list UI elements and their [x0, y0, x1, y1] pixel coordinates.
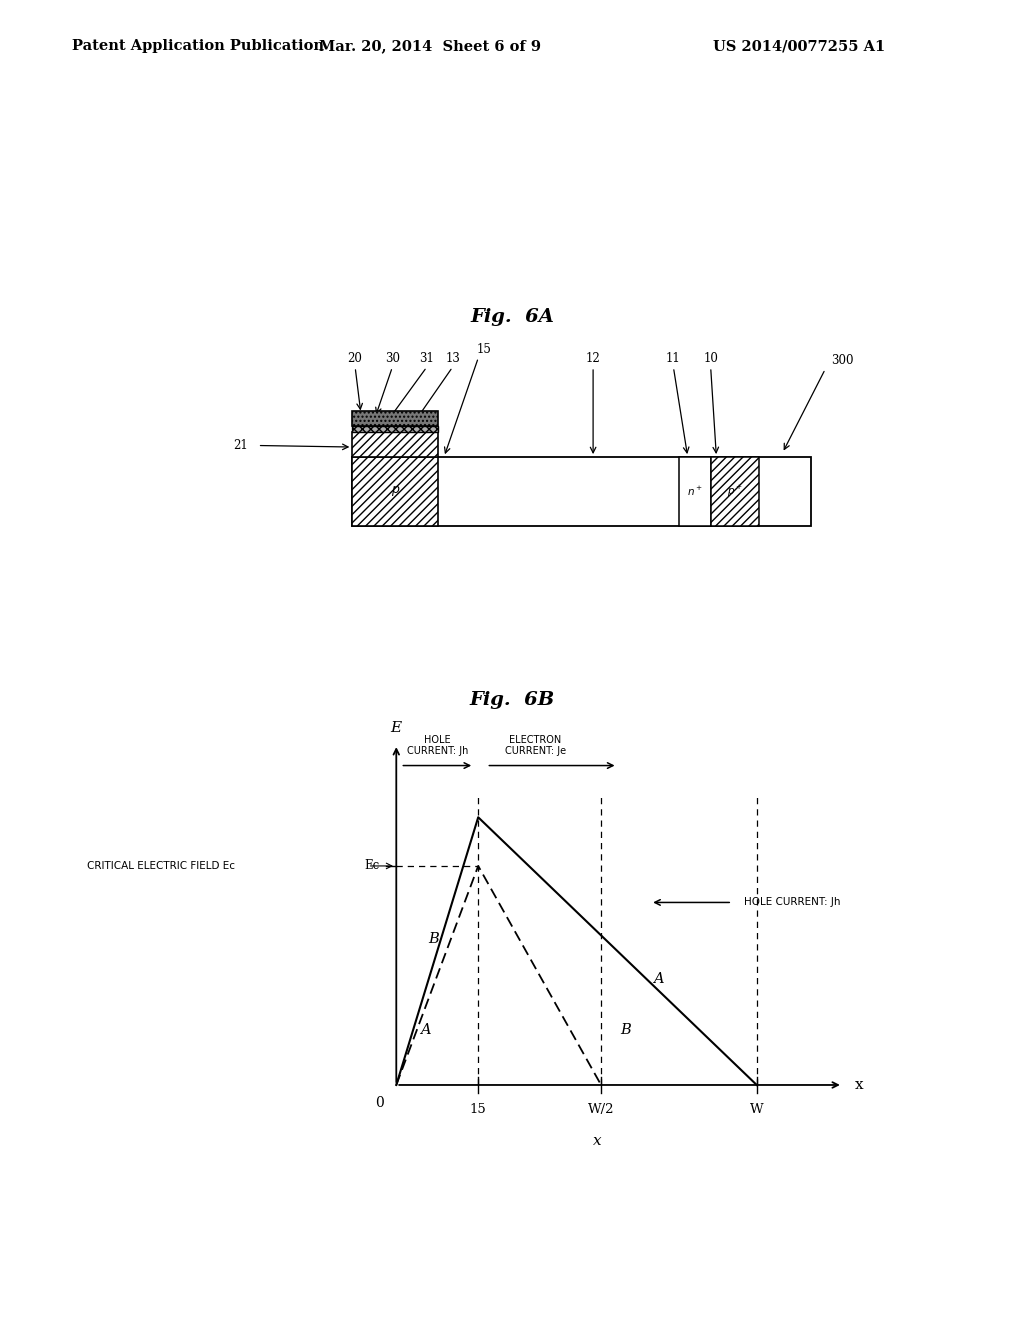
- Text: W/2: W/2: [588, 1104, 614, 1117]
- Text: HOLE CURRENT: Jh: HOLE CURRENT: Jh: [744, 898, 841, 907]
- Text: Mar. 20, 2014  Sheet 6 of 9: Mar. 20, 2014 Sheet 6 of 9: [319, 40, 541, 53]
- Text: Fig.  6A: Fig. 6A: [470, 308, 554, 326]
- Bar: [711, 457, 760, 525]
- Bar: [679, 457, 711, 525]
- Text: 300: 300: [831, 354, 854, 367]
- Text: B: B: [428, 932, 438, 946]
- Bar: [352, 432, 438, 457]
- Text: A: A: [653, 972, 664, 986]
- Bar: [352, 457, 438, 525]
- Text: x: x: [855, 1078, 863, 1092]
- Text: 15: 15: [477, 343, 492, 355]
- Text: 31: 31: [420, 352, 434, 366]
- Bar: [352, 457, 811, 525]
- Text: ELECTRON
CURRENT: Je: ELECTRON CURRENT: Je: [505, 735, 566, 756]
- Text: CRITICAL ELECTRIC FIELD Ec: CRITICAL ELECTRIC FIELD Ec: [87, 861, 236, 871]
- Text: $p^+$: $p^+$: [727, 484, 743, 499]
- Text: 0: 0: [376, 1096, 384, 1110]
- Text: 30: 30: [385, 352, 400, 366]
- Text: 20: 20: [348, 352, 362, 366]
- Text: W: W: [750, 1104, 764, 1117]
- Text: E: E: [391, 721, 401, 735]
- Text: 12: 12: [586, 352, 600, 366]
- Text: 13: 13: [445, 352, 460, 366]
- Text: Fig.  6B: Fig. 6B: [469, 690, 555, 709]
- Text: 11: 11: [666, 352, 681, 366]
- Text: Ec: Ec: [365, 859, 380, 873]
- Text: US 2014/0077255 A1: US 2014/0077255 A1: [713, 40, 885, 53]
- Text: $p$: $p$: [390, 484, 400, 499]
- Text: A: A: [420, 1023, 430, 1038]
- Bar: [352, 412, 438, 426]
- Text: 21: 21: [233, 440, 248, 451]
- Text: B: B: [621, 1023, 631, 1038]
- Text: 15: 15: [470, 1104, 486, 1117]
- Text: HOLE
CURRENT: Jh: HOLE CURRENT: Jh: [407, 735, 468, 756]
- Text: Patent Application Publication: Patent Application Publication: [72, 40, 324, 53]
- Text: 10: 10: [703, 352, 718, 366]
- Bar: [352, 426, 438, 432]
- Text: $n^+$: $n^+$: [687, 484, 702, 498]
- Text: x: x: [593, 1134, 601, 1147]
